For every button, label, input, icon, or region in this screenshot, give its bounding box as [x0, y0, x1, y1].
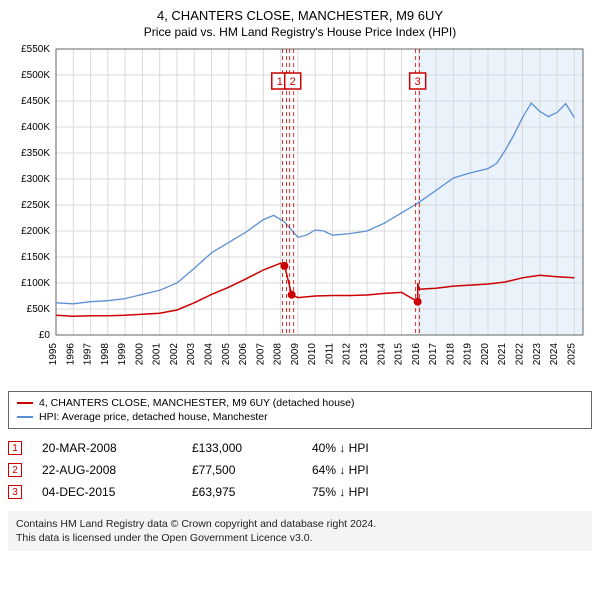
- svg-text:2020: 2020: [480, 343, 491, 366]
- svg-text:1999: 1999: [117, 343, 128, 366]
- svg-text:£150K: £150K: [21, 252, 50, 263]
- svg-text:£100K: £100K: [21, 278, 50, 289]
- chart-title-line2: Price paid vs. HM Land Registry's House …: [8, 25, 592, 39]
- legend-swatch: [17, 402, 33, 404]
- svg-text:£400K: £400K: [21, 122, 50, 133]
- svg-text:2016: 2016: [411, 343, 422, 366]
- legend: 4, CHANTERS CLOSE, MANCHESTER, M9 6UY (d…: [8, 391, 592, 429]
- svg-text:1996: 1996: [65, 343, 76, 366]
- legend-label: HPI: Average price, detached house, Manc…: [39, 411, 268, 423]
- svg-text:1997: 1997: [83, 343, 94, 366]
- sale-date: 22-AUG-2008: [42, 463, 172, 477]
- sale-marker-icon: 1: [8, 441, 22, 455]
- svg-text:2011: 2011: [324, 343, 335, 365]
- svg-text:2013: 2013: [359, 343, 370, 366]
- svg-text:£50K: £50K: [27, 304, 51, 315]
- svg-text:£0: £0: [39, 330, 51, 341]
- svg-text:2012: 2012: [342, 343, 353, 366]
- footer-line2: This data is licensed under the Open Gov…: [16, 531, 584, 545]
- chart-title-block: 4, CHANTERS CLOSE, MANCHESTER, M9 6UY Pr…: [8, 8, 592, 39]
- sale-price: £133,000: [192, 441, 292, 455]
- svg-text:£550K: £550K: [21, 45, 50, 55]
- svg-text:2006: 2006: [238, 343, 249, 366]
- sale-date: 04-DEC-2015: [42, 485, 172, 499]
- legend-item: HPI: Average price, detached house, Manc…: [17, 410, 583, 424]
- svg-text:2018: 2018: [445, 343, 456, 366]
- svg-text:1995: 1995: [48, 343, 59, 366]
- table-row: 1 20-MAR-2008 £133,000 40% ↓ HPI: [8, 437, 592, 459]
- sale-marker-icon: 3: [8, 485, 22, 499]
- svg-text:2023: 2023: [532, 343, 543, 366]
- svg-text:2022: 2022: [515, 343, 526, 366]
- svg-text:2017: 2017: [428, 343, 439, 366]
- sales-table: 1 20-MAR-2008 £133,000 40% ↓ HPI 2 22-AU…: [8, 437, 592, 503]
- sale-delta: 64% ↓ HPI: [312, 463, 432, 477]
- svg-text:2009: 2009: [290, 343, 301, 366]
- svg-text:2007: 2007: [255, 343, 266, 366]
- svg-text:2003: 2003: [186, 343, 197, 366]
- svg-text:2008: 2008: [273, 343, 284, 366]
- sale-date: 20-MAR-2008: [42, 441, 172, 455]
- svg-text:1: 1: [277, 76, 283, 88]
- svg-text:2000: 2000: [134, 343, 145, 366]
- svg-text:£500K: £500K: [21, 70, 50, 81]
- svg-text:£450K: £450K: [21, 96, 50, 107]
- svg-text:2021: 2021: [497, 343, 508, 366]
- svg-text:2010: 2010: [307, 343, 318, 366]
- svg-text:2004: 2004: [204, 343, 215, 366]
- sale-delta: 40% ↓ HPI: [312, 441, 432, 455]
- table-row: 3 04-DEC-2015 £63,975 75% ↓ HPI: [8, 481, 592, 503]
- table-row: 2 22-AUG-2008 £77,500 64% ↓ HPI: [8, 459, 592, 481]
- line-chart-svg: £0 £50K £100K £150K £200K £250K £300K £350K £400…: [8, 45, 592, 385]
- legend-swatch: [17, 416, 33, 418]
- svg-text:1998: 1998: [100, 343, 111, 366]
- svg-text:2014: 2014: [376, 343, 387, 366]
- footer-attribution: Contains HM Land Registry data © Crown c…: [8, 511, 592, 551]
- sale-price: £63,975: [192, 485, 292, 499]
- svg-text:2: 2: [290, 76, 296, 88]
- svg-text:£350K: £350K: [21, 148, 50, 159]
- legend-label: 4, CHANTERS CLOSE, MANCHESTER, M9 6UY (d…: [39, 397, 355, 409]
- svg-text:3: 3: [415, 76, 421, 88]
- svg-text:2025: 2025: [566, 343, 577, 366]
- sale-price: £77,500: [192, 463, 292, 477]
- chart-area: £0 £50K £100K £150K £200K £250K £300K £350K £400…: [8, 45, 592, 385]
- svg-text:2024: 2024: [549, 343, 560, 366]
- svg-text:2019: 2019: [463, 343, 474, 366]
- legend-item: 4, CHANTERS CLOSE, MANCHESTER, M9 6UY (d…: [17, 396, 583, 410]
- svg-text:2015: 2015: [394, 343, 405, 366]
- sale-marker-icon: 2: [8, 463, 22, 477]
- svg-text:£200K: £200K: [21, 226, 50, 237]
- svg-text:£300K: £300K: [21, 174, 50, 185]
- svg-text:£250K: £250K: [21, 200, 50, 211]
- chart-title-line1: 4, CHANTERS CLOSE, MANCHESTER, M9 6UY: [8, 8, 592, 23]
- svg-text:2005: 2005: [221, 343, 232, 366]
- sale-delta: 75% ↓ HPI: [312, 485, 432, 499]
- svg-text:2002: 2002: [169, 343, 180, 366]
- footer-line1: Contains HM Land Registry data © Crown c…: [16, 517, 584, 531]
- svg-text:2001: 2001: [152, 343, 163, 366]
